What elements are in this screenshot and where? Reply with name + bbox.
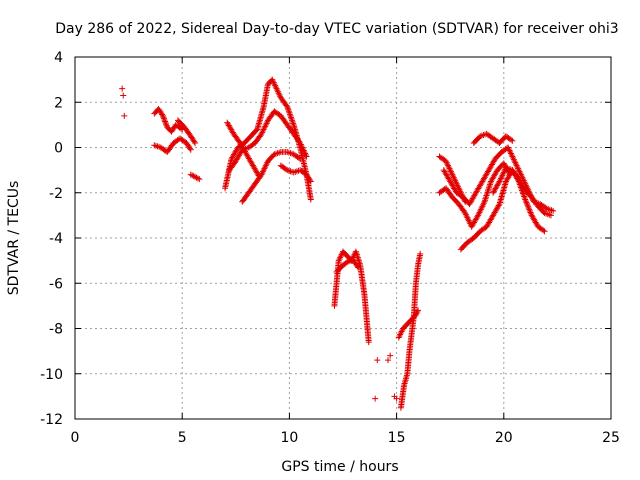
data-point-14 [415,307,422,314]
data-point-1 [162,118,169,125]
data-point-12 [374,357,381,364]
data-point-4 [196,176,203,183]
data-point-17 [528,210,535,217]
data-point-17 [495,202,502,209]
x-tick-label: 25 [602,430,620,446]
data-point-7 [297,155,304,162]
data-point-1 [159,112,166,119]
y-tick-label: 4 [54,50,63,66]
data-point-13 [417,250,424,257]
y-tick-label: -2 [49,186,63,202]
data-point-2 [187,146,194,153]
data-point-5 [307,196,314,203]
data-point-9 [307,178,314,185]
data-point-9 [282,166,289,173]
data-point-17 [522,196,529,203]
x-tick-label: 0 [71,430,80,446]
data-point-7 [295,154,302,161]
data-point-12 [385,357,392,364]
y-tick-label: -12 [40,412,63,428]
data-point-19 [462,198,469,205]
data-point-8 [256,173,263,180]
x-tick-label: 5 [178,430,187,446]
plot-frame [74,56,612,420]
data-point-17 [526,206,533,213]
data-point-17 [523,200,530,207]
data-point-17 [523,199,530,206]
data-point-12 [393,395,400,402]
data-point-16 [550,207,557,214]
data-point-17 [541,228,548,235]
data-point-12 [387,352,394,359]
data-point-3 [191,138,198,145]
data-point-1 [161,117,168,124]
data-point-18 [509,137,516,144]
data-point-5 [283,102,290,109]
x-axis-label: GPS time / hours [281,459,398,475]
data-point-17 [522,197,529,204]
data-point-2 [186,145,193,152]
data-points [119,76,557,411]
y-axis-label: SDTVAR / TECUs [6,181,22,296]
data-point-1 [160,114,167,121]
data-point-8 [255,172,262,179]
data-point-1 [159,111,166,118]
data-point-20 [547,212,554,219]
data-point-1 [160,115,167,122]
y-tick-label: 0 [54,141,63,157]
y-tick-label: -10 [40,367,63,383]
data-point-17 [527,209,534,216]
y-tick-label: -8 [49,322,63,338]
y-tick-label: 2 [54,95,63,111]
y-tick-label: -4 [49,231,63,247]
data-point-17 [524,202,531,209]
data-point-11 [355,264,362,271]
data-point-9 [306,177,313,184]
x-tick-label: 10 [280,430,298,446]
data-point-11 [354,263,361,270]
data-point-0 [121,112,128,119]
x-tick-label: 20 [495,430,513,446]
data-point-17 [525,203,532,210]
data-point-4 [194,175,201,182]
data-point-10 [365,339,372,346]
data-point-1 [162,119,169,126]
data-point-18 [508,136,515,143]
data-point-1 [163,121,170,128]
data-point-17 [526,208,533,215]
data-point-6 [303,153,310,160]
data-point-17 [525,205,532,212]
x-tick-labels: 0 5 10 15 20 25 [71,430,620,446]
y-tick-label: -6 [49,276,63,292]
data-point-16 [542,204,549,211]
chart-title: Day 286 of 2022, Sidereal Day-to-day VTE… [55,21,618,37]
data-point-3 [192,139,199,146]
data-point-12 [372,395,379,402]
x-tick-label: 15 [388,430,406,446]
data-point-0 [120,92,127,99]
data-point-0 [119,85,126,92]
y-tick-labels: 4 2 0 -2 -4 -6 -8 -10 -12 [40,50,63,428]
data-point-17 [540,227,547,234]
data-point-11 [345,258,352,265]
